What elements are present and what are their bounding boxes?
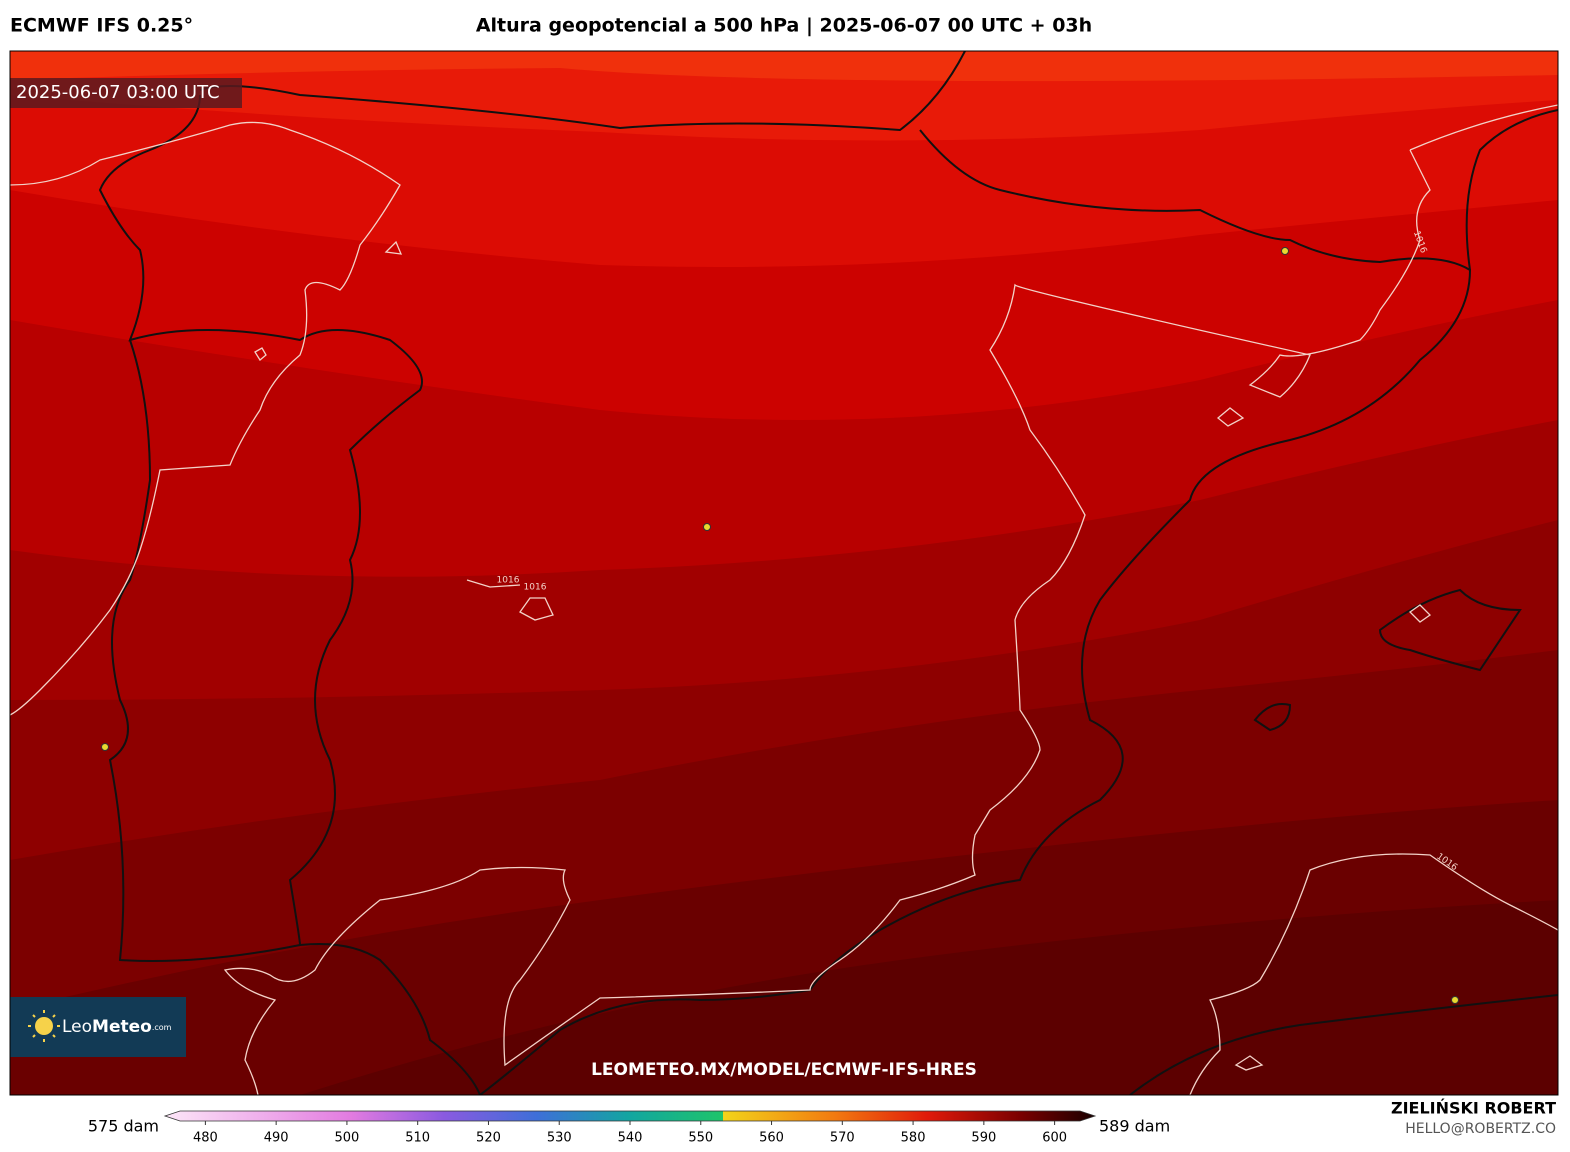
isobars: [10, 104, 1558, 1095]
island: [1253, 703, 1292, 732]
colorbar-tick-label: 530: [547, 1131, 572, 1146]
coastline: [1129, 994, 1558, 1095]
colorbar-max: 589 dam: [1099, 1117, 1170, 1136]
colorbar-tick-label: 590: [971, 1131, 996, 1146]
colorbar-tick-label: 550: [688, 1131, 713, 1146]
colorbar-tick-label: 540: [618, 1131, 643, 1146]
coastline: [98, 94, 481, 1095]
isobar: [223, 149, 1431, 1095]
coastline: [199, 51, 966, 132]
isobar: [1409, 104, 1558, 151]
coastlines: [98, 51, 1558, 1095]
coastline: [1465, 109, 1558, 271]
isobar: [1234, 1055, 1264, 1071]
colorbar-tick-label: 510: [405, 1131, 430, 1146]
colorbar-tick-label: 560: [759, 1131, 784, 1146]
colorbar-tick-label: 490: [264, 1131, 289, 1146]
logo-name: Leo: [62, 1017, 92, 1037]
isobar: [1408, 604, 1432, 623]
coastline: [108, 339, 301, 962]
coastline: [479, 129, 1472, 1095]
colorbar-tick-label: 520: [476, 1131, 501, 1146]
city: [1451, 996, 1459, 1004]
city: [703, 523, 711, 531]
island: [1378, 588, 1522, 672]
logo-sun: [35, 1017, 53, 1035]
colorbar-tick-label: 480: [193, 1131, 218, 1146]
colorbar-bar: [163, 1110, 1097, 1122]
contact: HELLO@ROBERTZ.CO: [1405, 1121, 1556, 1137]
colorbar-tick-label: 570: [830, 1131, 855, 1146]
logo-suffix: .com: [152, 1023, 172, 1032]
logo-text: LeoMeteo.com: [62, 1017, 172, 1037]
city: [101, 743, 109, 751]
colorbar-min: 575 dam: [88, 1117, 159, 1136]
isobar-label: 1016: [524, 583, 547, 593]
band: [300, 900, 1558, 1095]
map-title: Altura geopotencial a 500 hPa | 2025-06-…: [476, 15, 1092, 37]
logo-name-bold: Meteo: [92, 1017, 152, 1037]
isobar: [10, 121, 401, 716]
isobar: [254, 347, 267, 361]
isobar: [1189, 853, 1558, 1095]
colorbar: 575 dam 589 dam 480 490 500 510 520 530 540 550…: [88, 1110, 1170, 1146]
watermark: LEOMETEO.MX/MODEL/ECMWF-IFS-HRES: [591, 1060, 977, 1080]
isobar-label: 1016: [497, 576, 520, 586]
isobar: [519, 597, 554, 621]
colorbar-tick-label: 600: [1042, 1131, 1067, 1146]
isobar: [466, 579, 521, 588]
author: ZIELIŃSKI ROBERT: [1391, 1099, 1556, 1118]
city: [1281, 247, 1289, 255]
isobar: [1216, 407, 1245, 427]
model-name: ECMWF IFS 0.25°: [10, 15, 193, 37]
time-box: [10, 78, 242, 108]
cities: [101, 247, 1459, 1004]
valid-time: 2025-06-07 03:00 UTC: [16, 82, 220, 103]
map: 1016 1016 1016 1016 2025-06-07 03:00 UTC…: [10, 51, 1558, 1095]
logo-rays: [28, 1010, 60, 1042]
isobar: [384, 240, 403, 255]
colorbar-tick-label: 500: [335, 1131, 360, 1146]
colorbar-tick-label: 580: [901, 1131, 926, 1146]
map-frame: [9, 50, 1559, 1096]
